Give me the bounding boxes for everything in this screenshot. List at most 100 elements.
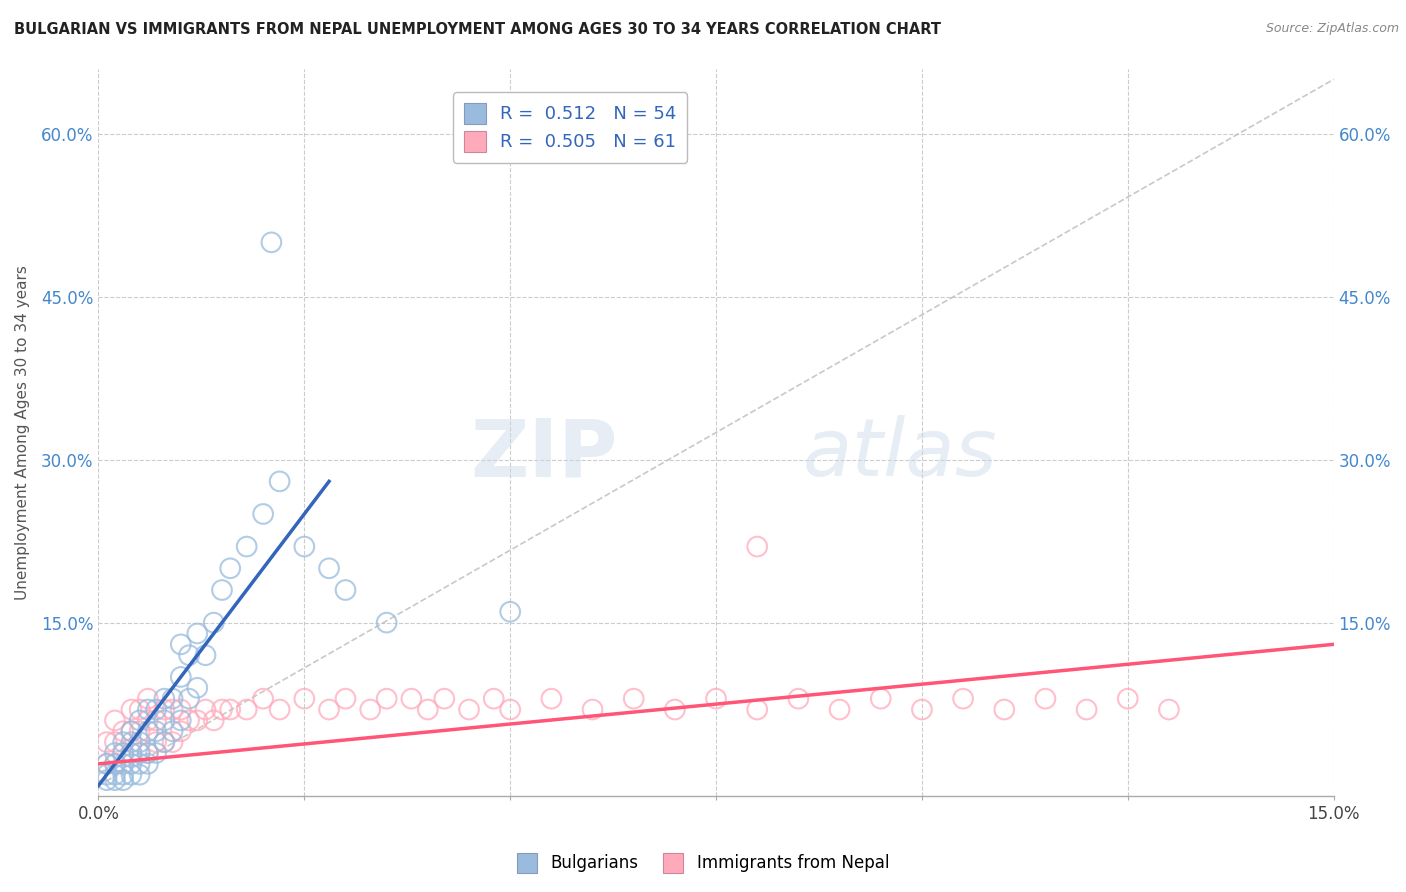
Point	[335, 691, 357, 706]
Text: ZIP: ZIP	[470, 416, 617, 493]
Point	[499, 702, 522, 716]
Point	[104, 735, 127, 749]
Point	[260, 235, 283, 250]
Point	[120, 702, 142, 716]
Point	[211, 702, 233, 716]
Point	[458, 702, 481, 716]
Point	[162, 691, 184, 706]
Point	[145, 746, 167, 760]
Point	[104, 714, 127, 728]
Point	[375, 691, 398, 706]
Point	[235, 702, 257, 716]
Point	[269, 702, 291, 716]
Point	[318, 702, 340, 716]
Point	[145, 714, 167, 728]
Point	[482, 691, 505, 706]
Point	[252, 507, 274, 521]
Point	[96, 735, 118, 749]
Point	[136, 714, 159, 728]
Point	[170, 714, 193, 728]
Point	[186, 681, 208, 695]
Point	[112, 724, 135, 739]
Point	[252, 691, 274, 706]
Point	[128, 746, 150, 760]
Point	[136, 724, 159, 739]
Point	[177, 714, 200, 728]
Point	[211, 582, 233, 597]
Point	[136, 746, 159, 760]
Point	[136, 756, 159, 771]
Point	[112, 735, 135, 749]
Point	[120, 735, 142, 749]
Point	[145, 735, 167, 749]
Point	[128, 724, 150, 739]
Point	[170, 702, 193, 716]
Point	[194, 648, 217, 663]
Point	[375, 615, 398, 630]
Point	[359, 702, 381, 716]
Point	[499, 605, 522, 619]
Point	[235, 540, 257, 554]
Point	[335, 582, 357, 597]
Point	[120, 768, 142, 782]
Point	[170, 670, 193, 684]
Text: atlas: atlas	[803, 416, 997, 493]
Point	[177, 691, 200, 706]
Point	[202, 615, 225, 630]
Point	[120, 746, 142, 760]
Point	[136, 702, 159, 716]
Point	[186, 626, 208, 640]
Point	[1116, 691, 1139, 706]
Point	[202, 714, 225, 728]
Point	[104, 773, 127, 788]
Point	[177, 648, 200, 663]
Point	[153, 702, 176, 716]
Point	[170, 637, 193, 651]
Point	[993, 702, 1015, 716]
Point	[269, 475, 291, 489]
Point	[292, 691, 315, 706]
Point	[153, 735, 176, 749]
Point	[112, 773, 135, 788]
Point	[869, 691, 891, 706]
Point	[153, 735, 176, 749]
Legend: Bulgarians, Immigrants from Nepal: Bulgarians, Immigrants from Nepal	[510, 847, 896, 880]
Point	[401, 691, 423, 706]
Point	[704, 691, 727, 706]
Text: Source: ZipAtlas.com: Source: ZipAtlas.com	[1265, 22, 1399, 36]
Point	[219, 561, 242, 575]
Point	[128, 714, 150, 728]
Point	[112, 746, 135, 760]
Point	[219, 702, 242, 716]
Point	[787, 691, 810, 706]
Point	[120, 746, 142, 760]
Point	[136, 746, 159, 760]
Point	[136, 691, 159, 706]
Point	[112, 756, 135, 771]
Legend: R =  0.512   N = 54, R =  0.505   N = 61: R = 0.512 N = 54, R = 0.505 N = 61	[453, 92, 688, 162]
Point	[112, 746, 135, 760]
Point	[96, 756, 118, 771]
Point	[104, 756, 127, 771]
Point	[828, 702, 851, 716]
Point	[623, 691, 645, 706]
Point	[162, 735, 184, 749]
Point	[96, 756, 118, 771]
Point	[128, 756, 150, 771]
Point	[1035, 691, 1057, 706]
Point	[952, 691, 974, 706]
Point	[104, 756, 127, 771]
Point	[540, 691, 562, 706]
Point	[318, 561, 340, 575]
Y-axis label: Unemployment Among Ages 30 to 34 years: Unemployment Among Ages 30 to 34 years	[15, 265, 30, 600]
Point	[1157, 702, 1180, 716]
Point	[145, 702, 167, 716]
Point	[120, 724, 142, 739]
Point	[128, 746, 150, 760]
Point	[104, 746, 127, 760]
Point	[153, 691, 176, 706]
Point	[96, 768, 118, 782]
Point	[186, 714, 208, 728]
Point	[911, 702, 934, 716]
Point	[162, 702, 184, 716]
